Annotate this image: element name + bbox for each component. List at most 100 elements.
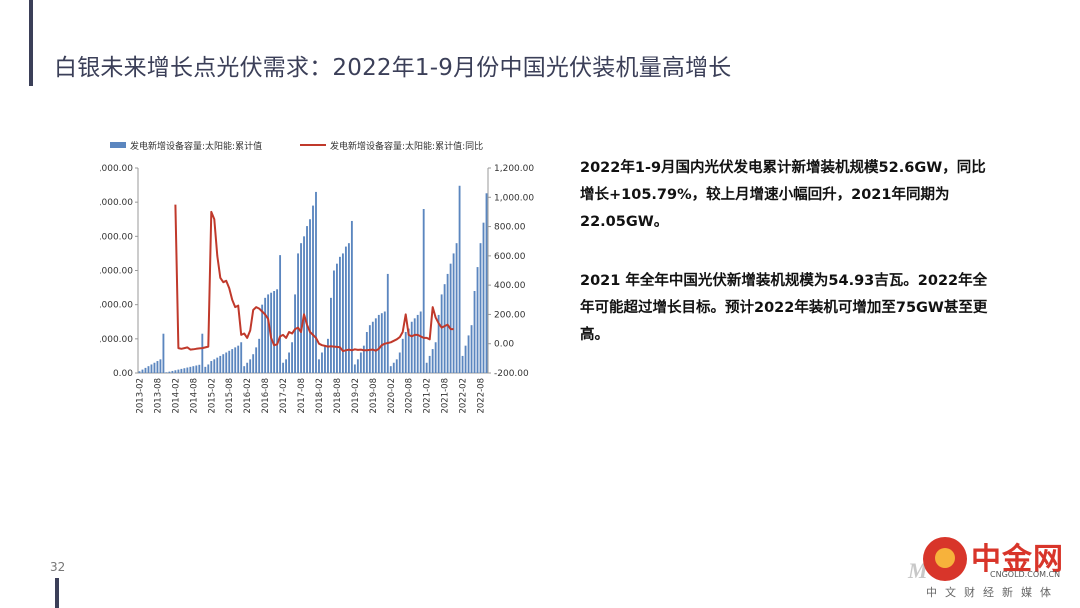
bar-40 <box>258 338 261 373</box>
bar-21 <box>201 333 204 373</box>
bar-102 <box>443 284 446 373</box>
bar-series <box>138 185 488 373</box>
bar-9 <box>165 372 168 373</box>
bar-42 <box>264 297 267 373</box>
bar-65 <box>333 270 335 373</box>
bar-38 <box>252 354 255 373</box>
x-tick-label: 2020-02 <box>387 378 397 414</box>
bar-97 <box>428 355 431 373</box>
bar-2 <box>144 367 147 373</box>
logo-tagline: 中文财经新媒体 <box>926 586 1059 599</box>
bar-51 <box>291 342 293 373</box>
bar-24 <box>210 361 213 373</box>
x-tick-label: 2019-02 <box>351 378 361 414</box>
y-right-tick-label: 200.00 <box>494 310 526 320</box>
y-left-tick-label: 6,000.00 <box>100 164 133 174</box>
bar-37 <box>249 359 252 373</box>
bar-26 <box>216 357 219 373</box>
bar-57 <box>309 219 311 373</box>
bar-31 <box>231 349 234 373</box>
bar-104 <box>449 263 452 373</box>
bar-7 <box>159 359 162 373</box>
top-accent-bar <box>29 0 33 86</box>
paragraph-capacity-growth: 2022年1-9月国内光伏发电累计新增装机规模52.6GW，同比增长+105.7… <box>580 160 986 230</box>
axes: 0.00 1,000.00 2,000.00 3,000.00 4,000.00 5,00… <box>100 164 534 414</box>
y-right-tick-label: 1,000.00 <box>494 193 534 203</box>
x-tick-label: 2018-02 <box>315 378 325 414</box>
x-tick-label: 2017-08 <box>297 378 307 414</box>
bar-106 <box>455 243 458 373</box>
bar-112 <box>473 291 476 373</box>
bar-100 <box>437 314 440 373</box>
logo-name: 中金网 <box>971 542 1064 577</box>
bar-43 <box>267 294 270 373</box>
bar-54 <box>300 243 302 373</box>
bar-71 <box>350 220 353 373</box>
logo-swirl-icon <box>935 548 955 568</box>
bar-96 <box>425 362 428 373</box>
y-right-tick-label: 600.00 <box>494 252 526 262</box>
bar-73 <box>356 359 359 373</box>
bar-64 <box>330 297 332 373</box>
x-tick-label: 2017-02 <box>279 378 289 414</box>
bar-53 <box>297 253 299 373</box>
x-tick-label: 2018-08 <box>333 378 343 414</box>
bar-16 <box>186 367 189 373</box>
bar-85 <box>392 362 395 373</box>
bar-23 <box>207 364 210 373</box>
x-tick-label: 2015-02 <box>207 378 217 414</box>
bar-22 <box>204 366 207 373</box>
bar-68 <box>341 253 344 373</box>
bar-108 <box>461 355 464 373</box>
bar-27 <box>219 355 222 373</box>
bar-35 <box>243 366 246 373</box>
bar-111 <box>470 325 473 373</box>
page-title: 白银未来增长点光伏需求：2022年1-9月份中国光伏装机量高增长 <box>54 55 732 81</box>
x-tick-label: 2022-08 <box>477 378 487 414</box>
bar-50 <box>288 352 290 373</box>
bar-103 <box>446 273 449 373</box>
y-right-tick-label: 0.00 <box>494 340 514 350</box>
paragraph-annual-forecast: 2021 年全年中国光伏新增装机规模为54.93吉瓦。2022年全年可能超过增长… <box>580 273 988 343</box>
bar-52 <box>294 294 296 373</box>
bar-0 <box>138 371 141 373</box>
y-left-tick-label: 3,000.00 <box>100 267 133 277</box>
legend-line-label: 发电新增设备容量:太阳能:累计值:同比 <box>330 140 483 152</box>
bar-115 <box>482 222 485 373</box>
y-left-tick-label: 1,000.00 <box>100 335 133 345</box>
y-right-tick-label: 400.00 <box>494 281 526 291</box>
bar-60 <box>318 359 320 373</box>
bar-72 <box>353 364 356 373</box>
bar-94 <box>419 311 422 373</box>
logo-watermark-icon: M <box>908 558 928 583</box>
bottom-accent-bar <box>55 578 59 608</box>
bar-1 <box>141 369 144 373</box>
bar-107 <box>458 185 461 373</box>
bar-29 <box>225 352 228 373</box>
bar-8 <box>162 333 165 373</box>
bar-32 <box>234 347 237 373</box>
bar-82 <box>383 311 386 373</box>
bar-91 <box>410 321 413 373</box>
y-right-tick-label: 1,200.00 <box>494 164 534 174</box>
bar-90 <box>407 328 410 373</box>
bar-89 <box>404 332 407 373</box>
bar-76 <box>365 332 368 373</box>
bar-30 <box>228 350 231 373</box>
bar-93 <box>416 314 419 373</box>
bar-101 <box>440 294 443 373</box>
page-number: 32 <box>50 560 66 574</box>
y-right-tick-label: 800.00 <box>494 223 526 233</box>
x-tick-label: 2019-08 <box>369 378 379 414</box>
bar-78 <box>371 321 374 373</box>
bar-79 <box>374 318 377 373</box>
bar-95 <box>422 209 425 373</box>
chart-svg: 发电新增设备容量:太阳能:累计值 发电新增设备容量:太阳能:累计值:同比 0.0… <box>100 140 534 414</box>
bar-62 <box>324 345 326 373</box>
x-tick-label: 2021-02 <box>423 378 433 414</box>
bar-46 <box>276 289 279 373</box>
bar-20 <box>198 364 201 373</box>
y-left-tick-label: 0.00 <box>113 369 133 379</box>
x-tick-label: 2013-08 <box>153 378 163 414</box>
y-right-tick-label: -200.00 <box>494 369 529 379</box>
